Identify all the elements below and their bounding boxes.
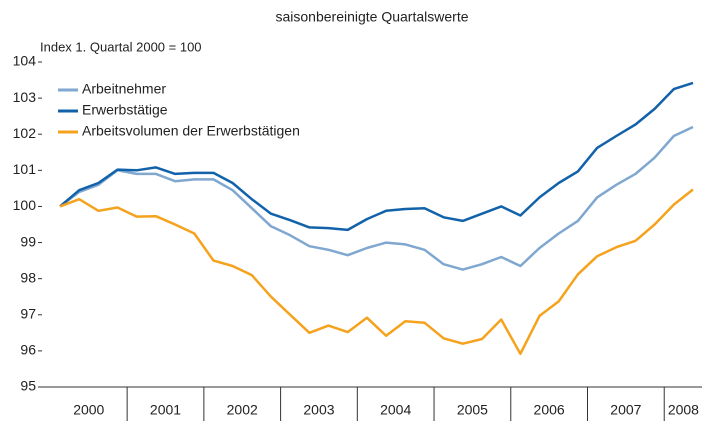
x-tick-label: 2001 (150, 402, 181, 418)
y-axis-label: Index 1. Quartal 2000 = 100 (40, 39, 202, 54)
x-tick-label: 2004 (380, 402, 411, 418)
y-tick-label: 101 (13, 161, 37, 177)
legend-label: Arbeitsvolumen der Erwerbstätigen (82, 123, 300, 139)
x-tick-label: 2003 (303, 402, 334, 418)
legend-label: Arbeitnehmer (82, 81, 166, 97)
x-tick-label: 2005 (457, 402, 488, 418)
y-tick-label: 100 (13, 197, 37, 213)
y-tick-label: 97 (20, 305, 36, 321)
x-tick-label: 2000 (73, 402, 104, 418)
x-tick-label: 2008 (668, 402, 699, 418)
x-tick-label: 2006 (534, 402, 565, 418)
series-line (59, 81, 694, 232)
series-line (59, 188, 694, 356)
y-tick-label: 103 (13, 89, 37, 105)
y-tick-label: 104 (13, 53, 37, 69)
y-tick-label: 99 (20, 233, 36, 249)
y-tick-label: 95 (20, 378, 36, 394)
legend-label: Erwerbstätige (82, 102, 168, 118)
series-line (59, 125, 694, 271)
y-tick-label: 96 (20, 342, 36, 358)
chart-title: saisonbereinigte Quartalswerte (276, 9, 469, 25)
x-tick-label: 2007 (610, 402, 641, 418)
y-tick-label: 102 (13, 125, 37, 141)
x-tick-label: 2002 (227, 402, 258, 418)
y-tick-label: 98 (20, 269, 36, 285)
